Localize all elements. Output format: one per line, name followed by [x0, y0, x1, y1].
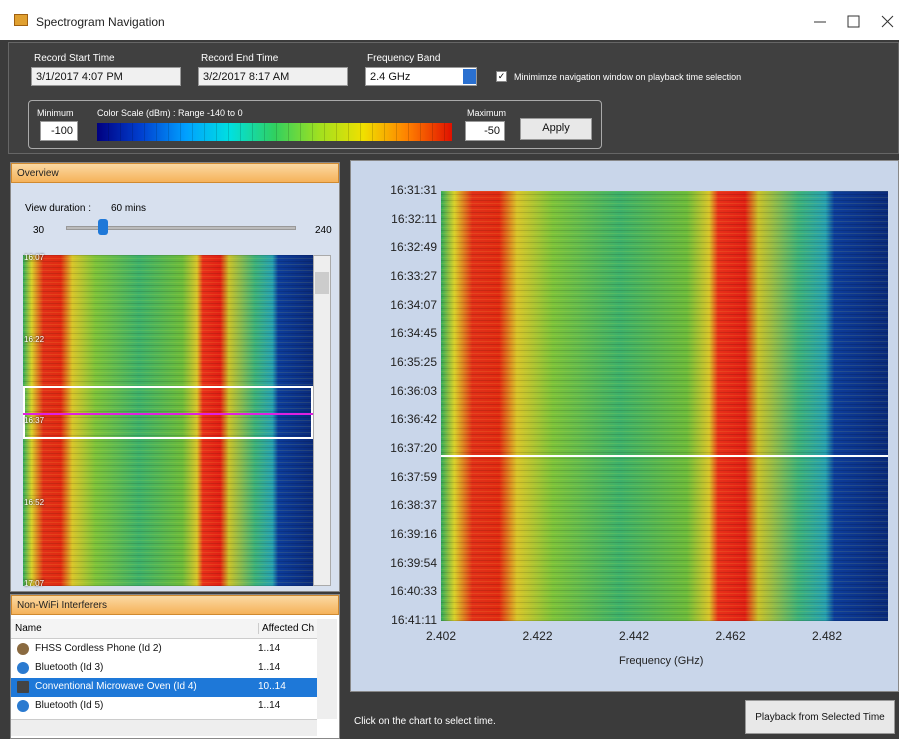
interferers-panel: Non-WiFi Interferers Name Affected Ch FH…	[10, 594, 340, 739]
y-tick-label: 16:40:33	[371, 584, 437, 598]
record-end[interactable]: 3/2/2017 8:17 AM	[198, 67, 348, 86]
cell: Conventional Microwave Oven (Id 4)	[35, 681, 197, 692]
panel-header: Non-WiFi Interferers	[11, 595, 339, 615]
slider-thumb[interactable]	[98, 219, 108, 235]
x-axis-title: Frequency (GHz)	[619, 655, 703, 667]
time-label: 17:07	[24, 579, 44, 588]
playback-button[interactable]: Playback from Selected Time	[745, 700, 895, 734]
y-tick-label: 16:38:37	[371, 498, 437, 512]
y-tick-label: 16:31:31	[371, 183, 437, 197]
color-scale-group: Minimum -100 Color Scale (dBm) : Range -…	[28, 100, 602, 149]
time-label: 16:52	[24, 498, 44, 507]
y-tick-label: 16:35:25	[371, 355, 437, 369]
label: Record End Time	[201, 53, 278, 64]
row-icon	[17, 681, 29, 693]
settings-panel: Record Start Time 3/1/2017 4:07 PM Recor…	[8, 42, 899, 154]
y-tick-label: 16:39:54	[371, 556, 437, 570]
table-row[interactable]: Bluetooth (Id 5) 1..14	[11, 697, 317, 716]
time-label: 16:37	[24, 416, 44, 425]
table-row[interactable]: Bluetooth (Id 3) 1..14	[11, 659, 317, 678]
maximum-input[interactable]: -50	[465, 121, 505, 141]
column-header[interactable]: Name	[15, 623, 42, 634]
cell: Bluetooth (Id 3)	[35, 662, 103, 673]
y-tick-label: 16:41:11	[371, 613, 437, 627]
window-title: Spectrogram Navigation	[36, 15, 165, 29]
cell: 1..14	[258, 700, 280, 711]
title-bar: Spectrogram Navigation	[0, 0, 899, 40]
x-tick-label: 2.402	[421, 629, 461, 643]
x-tick-label: 2.462	[711, 629, 751, 643]
cell: Bluetooth (Id 5)	[35, 700, 103, 711]
band-select[interactable]: 2.4 GHz	[365, 67, 477, 86]
chart-panel: 16:31:31 16:32:11 16:32:49 16:33:27 16:34:07…	[350, 160, 899, 692]
time-label: 16:22	[24, 335, 44, 344]
minimum-input[interactable]: -100	[40, 121, 78, 141]
cell: 10..14	[258, 681, 286, 692]
overview-panel: Overview View duration : 60 mins 30 240 …	[10, 162, 340, 592]
apply-button[interactable]: Apply	[520, 118, 592, 140]
y-tick-label: 16:36:03	[371, 384, 437, 398]
label: Color Scale (dBm) : Range -140 to 0	[97, 108, 243, 118]
y-tick-label: 16:36:42	[371, 412, 437, 426]
duration-value: 60 mins	[111, 203, 146, 214]
label: Maximum	[467, 108, 506, 118]
status-hint: Click on the chart to select time.	[354, 716, 496, 727]
panel-header: Overview	[11, 163, 339, 183]
scroll-thumb[interactable]	[315, 272, 329, 294]
table-row[interactable]: FHSS Cordless Phone (Id 2) 1..14	[11, 640, 317, 659]
record-start[interactable]: 3/1/2017 4:07 PM	[31, 67, 181, 86]
dropdown-button[interactable]	[463, 69, 476, 84]
selected-time-line	[441, 455, 888, 457]
row-icon	[17, 662, 29, 674]
h-scrollbar[interactable]	[11, 719, 317, 736]
status-bar: Click on the chart to select time. Playb…	[350, 694, 899, 739]
label: Record Start Time	[34, 53, 115, 64]
cell: 1..14	[258, 662, 280, 673]
row-icon	[17, 700, 29, 712]
x-tick-label: 2.442	[614, 629, 654, 643]
label: Minimum	[37, 108, 74, 118]
x-tick-label: 2.482	[807, 629, 847, 643]
time-label: 16:07	[24, 253, 44, 262]
scrollbar[interactable]	[313, 255, 331, 586]
slider-max: 240	[315, 225, 332, 236]
time-marker	[23, 413, 313, 415]
label: Minimimze navigation window on playback …	[514, 72, 741, 82]
color-bar	[97, 123, 452, 141]
y-tick-label: 16:37:59	[371, 470, 437, 484]
y-tick-label: 16:39:16	[371, 527, 437, 541]
y-tick-label: 16:34:45	[371, 326, 437, 340]
column-header[interactable]: Affected Ch	[258, 623, 314, 634]
y-tick-label: 16:33:27	[371, 269, 437, 283]
row-icon	[17, 643, 29, 655]
y-tick-label: 16:32:11	[371, 212, 437, 226]
table-header: Name Affected Ch	[11, 619, 317, 639]
label: View duration :	[25, 203, 91, 214]
window-controls[interactable]	[800, 12, 895, 32]
y-tick-label: 16:32:49	[371, 240, 437, 254]
table-row[interactable]: Conventional Microwave Oven (Id 4) 10..14	[11, 678, 317, 697]
label: Frequency Band	[367, 53, 440, 64]
app-icon	[14, 14, 28, 26]
checkbox[interactable]: ✓	[496, 71, 507, 82]
y-tick-label: 16:37:20	[371, 441, 437, 455]
slider-min: 30	[33, 225, 44, 236]
window: Spectrogram Navigation Record Start Time…	[0, 0, 899, 739]
cell: FHSS Cordless Phone (Id 2)	[35, 643, 162, 654]
cell: 1..14	[258, 643, 280, 654]
x-tick-label: 2.422	[518, 629, 558, 643]
spectrogram[interactable]	[441, 191, 888, 621]
scrollbar[interactable]	[317, 619, 337, 719]
y-tick-label: 16:34:07	[371, 298, 437, 312]
